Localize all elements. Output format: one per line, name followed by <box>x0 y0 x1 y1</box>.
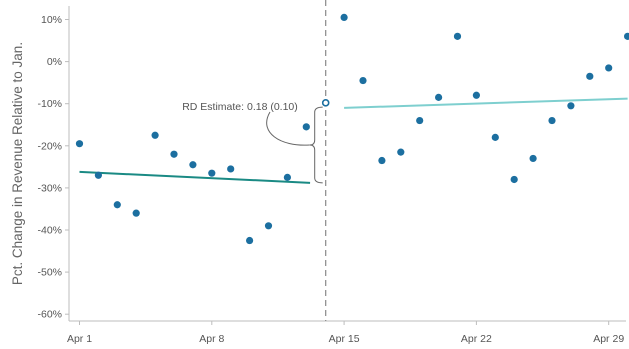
data-point <box>189 161 197 169</box>
data-point <box>151 131 159 139</box>
data-point <box>227 165 235 173</box>
rd-bracket <box>266 106 323 184</box>
rd-estimate-label: RD Estimate: 0.18 (0.10) <box>182 101 298 113</box>
fit-line-pre <box>79 170 311 184</box>
data-point <box>472 91 480 99</box>
x-tick-label: Apr 1 <box>67 333 92 345</box>
y-tick-label: -60% <box>37 309 62 321</box>
data-point <box>624 32 629 40</box>
data-point <box>132 209 140 217</box>
x-tick-label: Apr 15 <box>329 333 360 345</box>
data-point <box>94 171 102 179</box>
data-point <box>567 102 575 110</box>
data-point <box>453 32 462 40</box>
data-point <box>586 72 594 80</box>
data-point <box>359 76 367 85</box>
axes <box>65 6 626 325</box>
bracket-leader <box>266 111 310 146</box>
data-point <box>529 154 537 163</box>
x-tick-label: Apr 8 <box>199 333 224 345</box>
x-tick-label: Apr 29 <box>593 333 624 345</box>
y-tick-label: -20% <box>37 140 62 152</box>
fit-line-post <box>344 97 628 109</box>
data-point <box>397 148 405 156</box>
cutoff-point <box>321 99 330 107</box>
data-point <box>605 64 613 72</box>
data-point <box>75 140 84 148</box>
fit-lines <box>79 97 628 184</box>
y-tick-label: -40% <box>37 225 62 237</box>
data-points <box>75 13 629 245</box>
y-tick-label: 0% <box>47 56 62 68</box>
bracket-brace <box>309 106 323 184</box>
data-point <box>416 116 424 125</box>
y-tick-label: -50% <box>37 267 62 279</box>
y-tick-label: 10% <box>41 14 62 26</box>
data-point <box>208 169 216 177</box>
data-point <box>302 123 310 131</box>
data-point <box>246 236 254 245</box>
data-point <box>510 175 518 184</box>
y-tick-label: -30% <box>37 182 62 194</box>
data-point <box>340 13 348 21</box>
y-axis-label: Pct. Change in Revenue Relative to Jan. <box>10 42 25 285</box>
data-point <box>491 133 499 141</box>
data-point <box>113 201 121 209</box>
data-point <box>283 173 291 181</box>
y-tick-label: -10% <box>37 98 62 110</box>
data-point <box>378 156 386 165</box>
data-point <box>435 93 443 101</box>
data-point <box>264 222 273 230</box>
data-point <box>170 150 178 158</box>
tick-labels: 10% 0% -10% -20% -30% -40% -50% -60% Apr 1 Apr 8 A… <box>37 14 624 345</box>
x-tick-label: Apr 22 <box>461 333 492 345</box>
data-point <box>548 116 556 125</box>
